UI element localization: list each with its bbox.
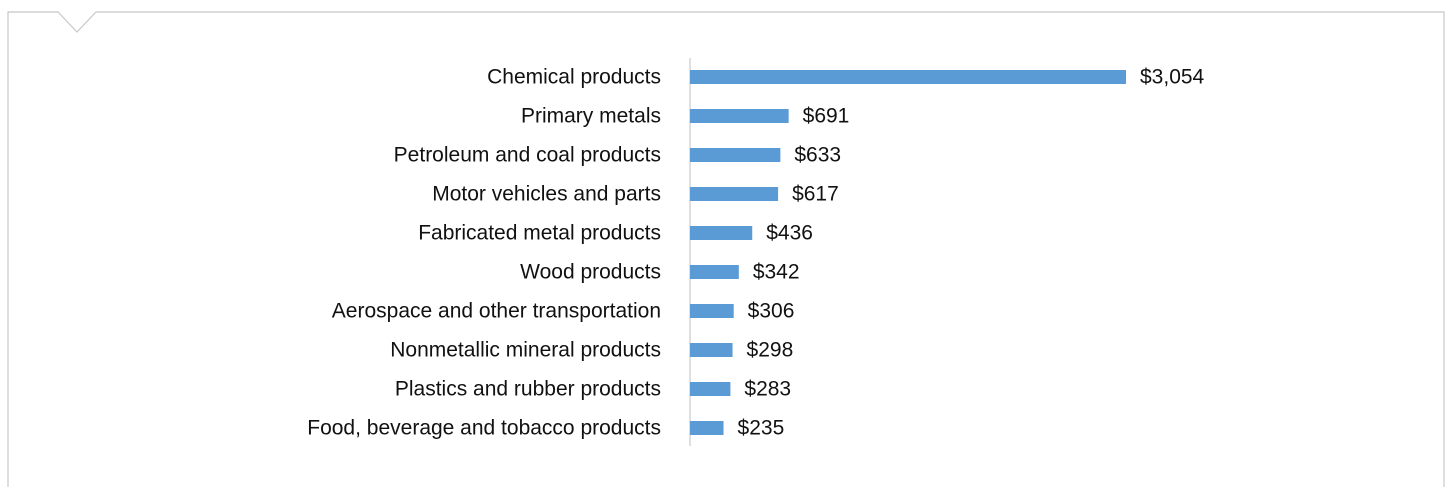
category-label: Petroleum and coal products (394, 144, 661, 167)
bar (690, 226, 753, 240)
value-label: $306 (748, 300, 795, 323)
value-label: $617 (792, 183, 839, 206)
value-label: $691 (803, 105, 850, 128)
bar (690, 421, 724, 435)
value-label: $235 (738, 417, 785, 440)
category-label: Food, beverage and tobacco products (307, 417, 661, 440)
value-label: $283 (744, 378, 791, 401)
value-label: $3,054 (1140, 66, 1205, 89)
category-label: Fabricated metal products (418, 222, 661, 245)
value-label: $342 (753, 261, 800, 284)
bar (690, 70, 1126, 84)
category-label: Primary metals (521, 105, 661, 128)
category-label: Nonmetallic mineral products (390, 339, 661, 362)
bar (690, 304, 734, 318)
card-border (7, 11, 1445, 487)
bar (690, 382, 731, 396)
value-label: $298 (747, 339, 794, 362)
category-label: Motor vehicles and parts (432, 183, 661, 206)
category-label: Wood products (520, 261, 661, 284)
category-label: Plastics and rubber products (395, 378, 661, 401)
value-label: $633 (794, 144, 841, 167)
category-label: Chemical products (487, 66, 661, 89)
value-label: $436 (766, 222, 813, 245)
bar (690, 343, 733, 357)
bar (690, 265, 739, 279)
bar (690, 148, 781, 162)
bar (690, 187, 779, 201)
bar (690, 109, 789, 123)
category-label: Aerospace and other transportation (332, 300, 661, 323)
